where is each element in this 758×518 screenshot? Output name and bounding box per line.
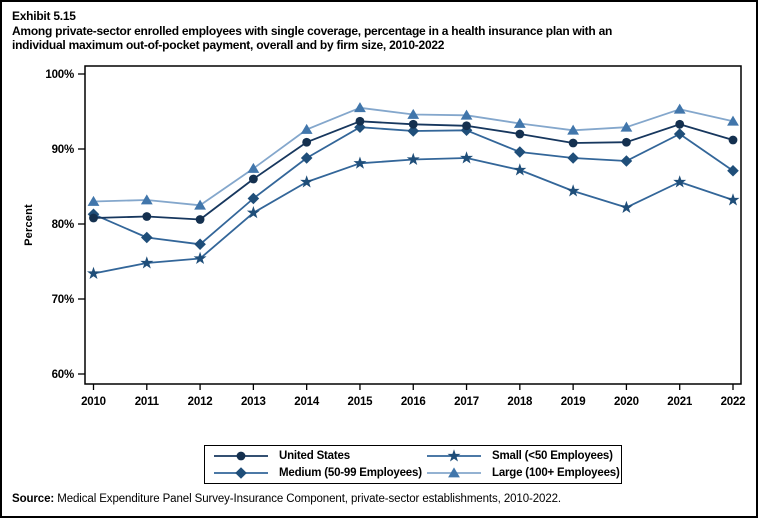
marker-united-states-2017 — [462, 121, 471, 131]
marker-large-100-employees-2015 — [354, 102, 366, 113]
marker-large-100-employees-2022 — [727, 115, 739, 126]
legend-label-small: Small (<50 Employees) — [492, 450, 613, 462]
marker-large-100-employees-2013 — [247, 162, 260, 173]
marker-united-states-2015 — [355, 116, 365, 126]
chart-title-line2: individual maximum out-of-pocket payment… — [12, 38, 445, 52]
chart-title-line1: Among private-sector enrolled employees … — [12, 23, 613, 38]
marker-medium-50-99-employees-2016 — [407, 125, 420, 137]
x-tick-label: 2017 — [454, 396, 479, 408]
marker-medium-50-99-employees-2019 — [567, 152, 579, 164]
marker-united-states-2011 — [142, 212, 152, 221]
x-tick-label: 2012 — [188, 396, 213, 408]
y-tick-label: 100% — [45, 69, 74, 81]
marker-small-50-employees-2018 — [513, 163, 527, 176]
marker-united-states-2013 — [248, 174, 258, 184]
marker-large-100-employees-2010 — [87, 195, 100, 206]
line-chart: Percent 60% 70% 80% 90% 100% 2010 2011 2012 2013… — [23, 65, 746, 408]
marker-small-50-employees-2010 — [87, 266, 100, 279]
marker-large-100-employees-2018 — [513, 117, 526, 128]
marker-large-100-employees-2011 — [140, 194, 153, 205]
y-tick-label: 90% — [52, 144, 74, 156]
marker-united-states-2010 — [89, 213, 98, 223]
x-tick-label: 2021 — [667, 396, 693, 408]
legend-marker-small — [427, 449, 481, 462]
marker-united-states-2016 — [408, 119, 418, 129]
marker-small-50-employees-2022 — [726, 193, 740, 206]
x-tick-label: 2014 — [294, 396, 320, 408]
x-tick-label: 2011 — [135, 396, 160, 408]
x-tick-label: 2010 — [81, 396, 106, 408]
marker-small-50-employees-2015 — [353, 156, 367, 169]
marker-small-50-employees-2014 — [300, 175, 314, 188]
marker-united-states-2019 — [568, 138, 578, 148]
legend-glyph-medium-50-99-employees — [235, 467, 247, 479]
legend-glyph-united-states — [236, 451, 246, 461]
marker-medium-50-99-employees-2018 — [514, 146, 526, 158]
x-tick-label: 2019 — [561, 396, 586, 408]
legend-glyph-small-50-employees — [447, 449, 461, 462]
x-tick-label: 2013 — [241, 396, 266, 408]
marker-small-50-employees-2020 — [619, 200, 633, 213]
legend: United States Small (<50 Employees) Medi… — [204, 445, 622, 484]
marker-large-100-employees-2017 — [460, 109, 473, 120]
marker-medium-50-99-employees-2011 — [140, 231, 153, 244]
marker-medium-50-99-employees-2021 — [673, 128, 686, 140]
marker-medium-50-99-employees-2020 — [620, 155, 633, 167]
title-block: Exhibit 5.15 Among private-sector enroll… — [12, 9, 748, 53]
legend-label-medium: Medium (50-99 Employees) — [279, 467, 422, 479]
marker-united-states-2020 — [622, 137, 631, 147]
marker-large-100-employees-2016 — [407, 108, 420, 119]
legend-glyph-large-100-employees — [448, 467, 460, 478]
legend-label-united-states: United States — [279, 450, 350, 462]
marker-large-100-employees-2020 — [620, 121, 633, 132]
legend-marker-united-states — [214, 451, 268, 461]
marker-united-states-2014 — [302, 137, 312, 147]
marker-united-states-2021 — [675, 119, 685, 129]
legend-item-large: Large (100+ Employees) — [426, 465, 620, 481]
series-line-medium-50-99-employees — [93, 126, 734, 246]
legend-marker-large — [427, 467, 481, 478]
source-label: Source: — [12, 493, 55, 505]
marker-small-50-employees-2013 — [246, 205, 260, 219]
marker-large-100-employees-2014 — [300, 123, 313, 134]
y-axis-label: Percent — [23, 204, 35, 246]
marker-small-50-employees-2017 — [460, 151, 474, 164]
marker-large-100-employees-2021 — [673, 103, 686, 114]
x-tick-label: 2022 — [721, 396, 746, 408]
marker-medium-50-99-employees-2012 — [194, 238, 206, 251]
y-tick-label: 70% — [52, 294, 74, 306]
marker-medium-50-99-employees-2014 — [300, 152, 313, 164]
marker-united-states-2012 — [195, 215, 205, 224]
x-tick-label: 2016 — [401, 396, 426, 408]
x-tick-label: 2018 — [507, 396, 533, 408]
marker-large-100-employees-2019 — [567, 124, 580, 135]
y-tick-label: 80% — [52, 219, 74, 231]
source-text: Medical Expenditure Panel Survey-Insuran… — [54, 493, 562, 505]
exhibit-number: Exhibit 5.15 — [12, 9, 76, 23]
marker-small-50-employees-2019 — [566, 184, 580, 197]
marker-united-states-2022 — [728, 135, 738, 145]
marker-small-50-employees-2011 — [140, 256, 154, 269]
x-tick-label: 2015 — [348, 396, 374, 408]
marker-small-50-employees-2012 — [193, 251, 207, 264]
marker-united-states-2018 — [515, 129, 525, 139]
marker-small-50-employees-2021 — [673, 175, 687, 188]
marker-small-50-employees-2016 — [406, 152, 420, 165]
legend-marker-medium — [214, 467, 268, 479]
marker-large-100-employees-2012 — [194, 199, 206, 210]
source-line: Source: Medical Expenditure Panel Survey… — [12, 493, 752, 505]
y-tick-label: 60% — [52, 369, 74, 381]
marker-medium-50-99-employees-2013 — [247, 192, 260, 205]
series-line-small-50-employees — [93, 157, 734, 275]
legend-label-large: Large (100+ Employees) — [492, 467, 620, 479]
legend-item-united-states: United States — [213, 448, 426, 464]
x-tick-label: 2020 — [614, 396, 639, 408]
marker-medium-50-99-employees-2022 — [727, 164, 739, 177]
legend-item-medium: Medium (50-99 Employees) — [213, 465, 426, 481]
legend-item-small: Small (<50 Employees) — [426, 448, 620, 464]
